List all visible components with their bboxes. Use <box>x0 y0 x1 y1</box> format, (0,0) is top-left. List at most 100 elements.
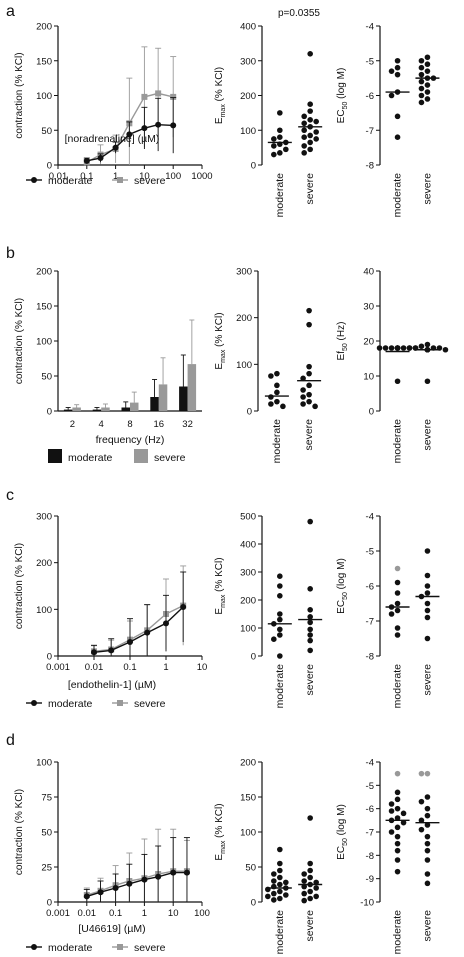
legend-swatch-moderate <box>48 449 62 463</box>
data-point-severe <box>307 637 313 644</box>
data-point-moderate <box>91 649 97 656</box>
data-point-moderate <box>97 889 104 896</box>
data-point-moderate <box>126 880 133 887</box>
chart-a-scatter: -8 -7 -6 -5 -4 moderate severe EC50 (log M) <box>336 22 440 218</box>
y-tick-label: 100 <box>36 605 52 616</box>
y-tick-label: -4 <box>366 22 374 33</box>
category-label: severe <box>421 664 433 696</box>
data-point-severe <box>307 518 313 525</box>
chart-a-scatter: 0 100 200 300 400 moderate severe Emax (% KCl) p… <box>214 8 323 218</box>
chart-b-bar: 0 50 100 150 200 2 4 8 16 32 frequency (Hz) contrac… <box>14 267 202 464</box>
y-tick-label: 10 <box>363 372 374 383</box>
y-tick-label: 50 <box>41 372 52 383</box>
y-tick-label: 400 <box>240 540 256 551</box>
y-tick-label: 75 <box>41 793 52 804</box>
data-point-moderate <box>394 857 401 863</box>
data-point-severe <box>307 860 313 867</box>
data-point-moderate <box>280 403 286 410</box>
data-point-moderate <box>394 565 401 572</box>
bar-severe <box>101 407 110 411</box>
data-point-severe <box>307 815 313 821</box>
legend-label-moderate: moderate <box>48 942 93 954</box>
chart-c-scatter: 0 100 200 300 400 500 moderate severe Emax (% KC… <box>214 512 323 708</box>
data-point-severe <box>301 878 307 884</box>
y-tick-label: 25 <box>41 863 52 874</box>
data-point-severe <box>424 548 431 554</box>
y-tick-label: -8 <box>366 652 374 663</box>
x-tick-label: 2 <box>70 419 75 430</box>
data-point-moderate <box>170 122 177 129</box>
data-point-severe <box>424 805 431 812</box>
data-point-moderate <box>283 892 289 898</box>
data-point-severe <box>307 632 313 638</box>
y-tick-label: 50 <box>245 863 256 874</box>
bar-moderate <box>121 407 130 411</box>
data-point-moderate <box>277 632 283 638</box>
data-point-severe <box>307 139 313 146</box>
data-point-severe <box>141 93 148 100</box>
data-point-moderate <box>394 796 401 803</box>
data-point-severe <box>307 888 313 895</box>
x-tick-label: 100 <box>194 908 210 919</box>
data-point-severe <box>300 375 306 382</box>
data-point-severe <box>424 812 431 819</box>
data-point-moderate <box>127 639 133 645</box>
chart-d-line: 0 25 50 75 100 0.001 0.01 0.1 1 10 100 [U46619] (µM… <box>14 758 210 955</box>
data-point-severe <box>306 370 312 377</box>
y-tick-label: 500 <box>240 512 256 523</box>
data-point-moderate <box>394 64 401 71</box>
data-point-moderate <box>97 155 104 162</box>
y-tick-label: 150 <box>240 793 256 804</box>
data-point-severe <box>307 146 313 153</box>
data-point-moderate <box>274 382 280 389</box>
data-point-moderate <box>277 573 283 579</box>
data-point-moderate <box>277 593 283 599</box>
data-point-severe <box>442 346 449 353</box>
data-point-severe <box>307 101 313 107</box>
data-point-moderate <box>268 373 274 379</box>
data-point-moderate <box>271 897 277 903</box>
panel-label-c: c <box>6 487 14 504</box>
category-label: moderate <box>274 173 286 218</box>
legend-label-moderate: moderate <box>68 452 113 464</box>
legend-marker-severe <box>117 177 123 183</box>
legend-label-severe: severe <box>154 452 186 464</box>
bar-severe <box>72 407 81 411</box>
data-point-severe <box>418 770 425 777</box>
x-tick-label: 0.01 <box>78 908 97 919</box>
y-tick-label: -9 <box>366 874 374 885</box>
y-axis-title: Emax (% KCl) <box>214 312 227 369</box>
category-label: moderate <box>392 419 404 464</box>
y-tick-label: 100 <box>36 91 52 102</box>
y-tick-label: 200 <box>240 758 256 769</box>
y-tick-label: 20 <box>363 337 374 348</box>
data-point-moderate <box>112 144 119 151</box>
data-point-severe <box>307 867 313 874</box>
chart-b-scatter: 0 100 200 300 moderate severe Emax (% KCl) <box>214 267 322 464</box>
data-point-severe <box>300 401 306 407</box>
y-tick-label: -4 <box>366 758 374 769</box>
data-point-severe <box>307 614 313 620</box>
data-point-severe <box>301 897 307 904</box>
y-axis-title: Ef50 (Hz) <box>336 322 349 361</box>
data-point-severe <box>306 382 312 389</box>
data-point-moderate <box>277 583 283 589</box>
data-point-severe <box>424 341 431 348</box>
data-point-severe <box>406 345 413 351</box>
data-point-moderate <box>83 157 90 164</box>
data-point-moderate <box>388 801 395 807</box>
data-point-moderate <box>277 867 283 874</box>
chart-c-line: 0 100 200 300 0.001 0.01 0.1 1 10 [endothelin-1] … <box>14 512 207 711</box>
category-label: moderate <box>392 173 404 218</box>
y-axis-title: EC50 (log M) <box>336 558 349 614</box>
data-point-severe <box>301 127 307 134</box>
bar-severe <box>158 384 168 411</box>
y-tick-label: -5 <box>366 781 374 792</box>
y-tick-label: 40 <box>363 267 374 278</box>
y-tick-label: -7 <box>366 126 374 137</box>
category-label: moderate <box>271 419 283 464</box>
data-point-severe <box>307 647 313 654</box>
data-point-moderate <box>163 620 169 627</box>
chart-c-scatter: -8 -7 -6 -5 -4 moderate severe EC50 (log M) <box>336 512 440 708</box>
